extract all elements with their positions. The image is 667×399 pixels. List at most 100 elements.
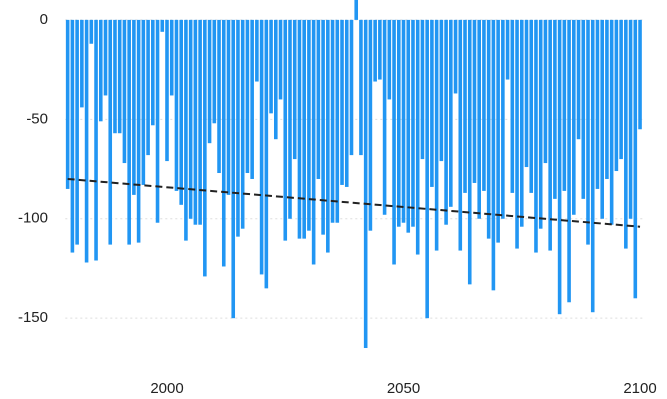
bar: [283, 19, 288, 241]
bar: [141, 19, 146, 185]
bar: [534, 19, 538, 253]
bar: [75, 19, 79, 245]
x-tick-label: 2050: [387, 380, 420, 397]
bar: [136, 19, 141, 243]
bar: [387, 19, 392, 100]
bar: [624, 19, 628, 249]
bar: [311, 19, 316, 265]
bar: [330, 19, 335, 223]
bar: [529, 19, 534, 193]
bar: [548, 19, 552, 251]
bar: [269, 19, 273, 114]
bar: [482, 19, 486, 191]
bar: [65, 19, 70, 189]
bar: [392, 19, 396, 265]
bar: [184, 19, 188, 241]
bar: [586, 19, 590, 245]
bar: [292, 19, 297, 160]
bar: [378, 19, 382, 80]
bar: [605, 19, 609, 179]
bar: [609, 19, 614, 225]
bar: [80, 19, 84, 108]
bar: [236, 19, 240, 237]
bar: [221, 19, 226, 267]
bar: [572, 19, 576, 215]
y-tick-label: -100: [18, 210, 48, 227]
bar: [165, 19, 169, 162]
y-tick-label: 0: [40, 11, 48, 28]
bar: [340, 19, 344, 185]
bar: [70, 19, 75, 253]
bar: [449, 19, 453, 207]
bar: [368, 19, 373, 231]
bar: [373, 19, 377, 82]
bar: [326, 19, 330, 253]
bar: [472, 19, 477, 183]
bar: [406, 19, 411, 233]
bar: [430, 19, 434, 187]
bar: [259, 19, 264, 275]
bar: [89, 19, 94, 44]
bar: [335, 19, 340, 223]
bar: [160, 19, 165, 32]
bar: [567, 19, 571, 303]
bar: [344, 19, 349, 187]
x-tick-label: 2100: [623, 380, 656, 397]
bar: [519, 19, 524, 227]
bar: [98, 19, 103, 122]
bar: [122, 19, 127, 164]
y-tick-label: -150: [18, 309, 48, 326]
bar: [240, 19, 245, 229]
bar: [543, 19, 548, 164]
bar: [619, 19, 623, 160]
bar: [264, 19, 269, 289]
bar: [477, 19, 482, 219]
bar: [486, 19, 491, 239]
bar: [458, 19, 463, 251]
bar: [321, 19, 325, 235]
bar: [316, 19, 321, 179]
bar: [250, 19, 254, 179]
bar: [590, 19, 595, 313]
bar: [349, 19, 354, 156]
bar: [174, 19, 179, 191]
bar: [444, 19, 448, 225]
y-tick-label: -50: [26, 110, 48, 127]
trend-line: [67, 177, 641, 228]
bar: [491, 19, 496, 291]
bar: [600, 19, 604, 219]
bar: [255, 19, 259, 82]
bar: [467, 19, 472, 285]
bar: [307, 19, 311, 231]
bar: [496, 19, 500, 243]
bar: [198, 19, 202, 225]
bar: [193, 19, 198, 225]
bar: [146, 19, 150, 156]
bar: [297, 19, 302, 239]
bar: [553, 19, 557, 199]
bar: [288, 19, 292, 219]
bar: [382, 19, 387, 215]
bar: [501, 19, 505, 219]
bar: [169, 19, 174, 96]
bar: [411, 19, 415, 227]
bar: [117, 19, 122, 134]
bar: [212, 19, 217, 124]
bar: [207, 19, 212, 144]
bar: [633, 19, 638, 299]
bar: [396, 19, 401, 227]
bar: [84, 19, 89, 263]
bar: [505, 19, 510, 80]
bar: [628, 19, 633, 219]
bar: [415, 19, 420, 255]
bar: [302, 19, 306, 239]
bar: [103, 19, 108, 96]
bar: [94, 19, 98, 261]
bar: [463, 19, 467, 193]
bar: [614, 19, 619, 172]
bar: [188, 19, 193, 219]
bar: [127, 19, 131, 245]
bar: [278, 19, 283, 100]
bar: [151, 19, 155, 126]
